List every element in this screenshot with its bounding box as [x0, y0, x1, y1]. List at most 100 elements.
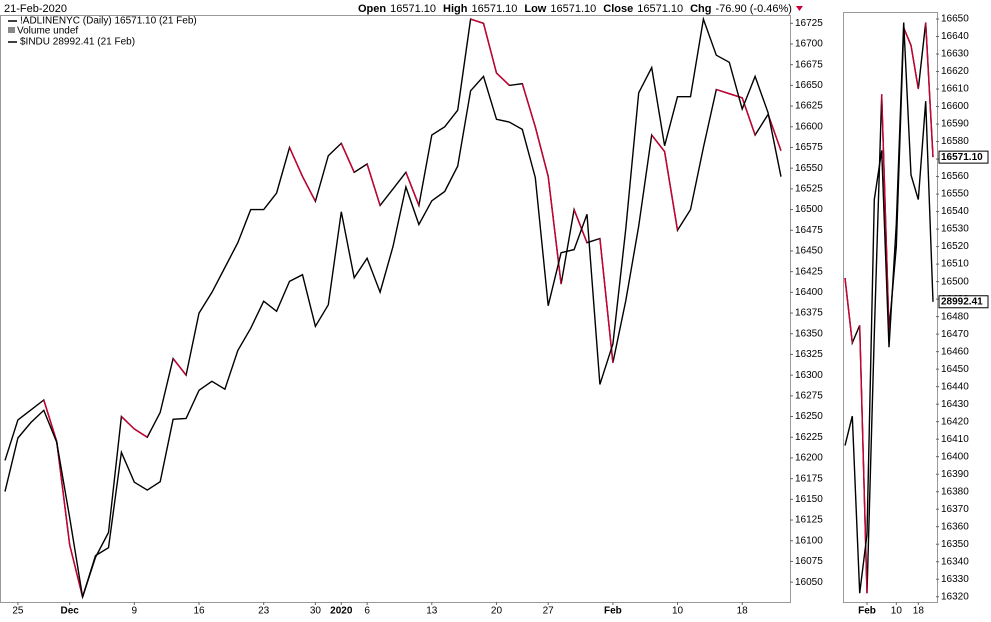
y-tick-label: 16640 — [941, 31, 969, 42]
y-tick-label: 16200 — [795, 453, 823, 464]
x-tick-label: 20 — [491, 606, 503, 617]
y-tick-label: 16580 — [941, 136, 969, 147]
y-tick-label: 16520 — [941, 241, 969, 252]
down-segment — [340, 143, 355, 173]
y-tick-label: 16430 — [941, 399, 969, 410]
x-tick-label: 30 — [310, 606, 322, 617]
y-tick-label: 16675 — [795, 59, 823, 70]
down-segment — [844, 278, 854, 343]
y-tick-label: 16350 — [795, 328, 823, 339]
quote-value: -76.90 (-0.46%) — [716, 3, 792, 15]
quote-label: Chg — [690, 3, 711, 15]
down-segment — [405, 172, 420, 206]
y-tick-label: 16400 — [941, 451, 969, 462]
x-tick-label: Dec — [60, 606, 79, 617]
last-value-label: 16571.10 — [941, 152, 983, 163]
y-tick-label: 16590 — [941, 119, 969, 130]
y-tick-label: 16320 — [941, 591, 969, 602]
y-tick-label: 16050 — [795, 577, 823, 588]
legend-swatch — [8, 27, 15, 33]
down-arrow — [795, 6, 803, 11]
legend-entry: $INDU 28992.41 (21 Feb) — [20, 37, 135, 48]
y-tick-label: 16410 — [941, 434, 969, 445]
x-tick-label: Feb — [604, 606, 622, 617]
x-tick-label: 16 — [193, 606, 205, 617]
down-segment — [903, 27, 912, 46]
x-tick-label: 13 — [426, 606, 438, 617]
y-tick-label: 16330 — [941, 574, 969, 585]
y-tick-label: 16460 — [941, 346, 969, 357]
x-tick-label: 27 — [543, 606, 555, 617]
y-tick-label: 16550 — [941, 189, 969, 200]
y-tick-label: 16370 — [941, 504, 969, 515]
date-label: 21-Feb-2020 — [4, 3, 67, 15]
legend-entry: !ADLINENYC (Daily) 16571.10 (21 Feb) — [20, 16, 197, 27]
down-segment — [172, 358, 187, 376]
y-tick-label: 16625 — [795, 101, 823, 112]
series-line — [844, 22, 934, 594]
y-tick-label: 16550 — [795, 163, 823, 174]
y-tick-label: 16425 — [795, 266, 823, 277]
y-tick-label: 16375 — [795, 308, 823, 319]
quote-label: High — [443, 3, 468, 15]
series-line — [4, 18, 782, 600]
y-tick-label: 16700 — [795, 39, 823, 50]
down-segment — [495, 72, 510, 86]
y-tick-label: 16575 — [795, 142, 823, 153]
y-tick-label: 16390 — [941, 469, 969, 480]
quote-label: Low — [524, 3, 546, 15]
x-tick-label: 9 — [132, 606, 138, 617]
quote-value: 16571.10 — [550, 3, 596, 15]
y-tick-label: 16620 — [941, 66, 969, 77]
x-tick-label: Feb — [858, 606, 876, 617]
down-segment — [858, 325, 868, 594]
down-segment — [288, 147, 304, 177]
y-tick-label: 16420 — [941, 416, 969, 427]
y-tick-label: 16440 — [941, 381, 969, 392]
y-tick-label: 16125 — [795, 515, 823, 526]
x-tick-label: 18 — [913, 606, 925, 617]
x-tick-label: 23 — [258, 606, 270, 617]
main-panel — [0, 15, 791, 603]
last-value-tag — [938, 295, 989, 309]
down-segment — [924, 22, 934, 158]
y-tick-label: 16540 — [941, 206, 969, 217]
x-tick-label: 2020 — [330, 606, 353, 617]
down-segment — [133, 428, 148, 438]
down-segment — [910, 45, 920, 90]
down-segment — [68, 544, 84, 598]
last-value-label: 28992.41 — [941, 296, 983, 307]
y-tick-label: 16650 — [795, 80, 823, 91]
y-tick-label: 16400 — [795, 287, 823, 298]
quote-label: Open — [358, 3, 386, 15]
down-segment — [534, 126, 549, 177]
down-segment — [43, 399, 58, 442]
series-line — [4, 16, 782, 598]
y-tick-label: 16525 — [795, 184, 823, 195]
y-tick-label: 16250 — [795, 411, 823, 422]
y-tick-label: 16450 — [795, 246, 823, 257]
down-segment — [599, 238, 614, 363]
series-line — [844, 22, 934, 594]
legend-note: Volume undef — [17, 26, 78, 37]
y-tick-label: 16600 — [795, 121, 823, 132]
y-tick-label: 16500 — [941, 276, 969, 287]
y-tick-label: 16610 — [941, 84, 969, 95]
y-tick-label: 16510 — [941, 259, 969, 270]
y-tick-label: 16275 — [795, 390, 823, 401]
down-segment — [482, 23, 498, 74]
y-tick-label: 16500 — [795, 204, 823, 215]
quote-value: 16571.10 — [471, 3, 517, 15]
x-tick-label: 10 — [672, 606, 684, 617]
y-tick-label: 16600 — [941, 101, 969, 112]
y-tick-label: 16630 — [941, 49, 969, 60]
x-tick-label: 18 — [737, 606, 749, 617]
x-tick-label: 25 — [12, 606, 24, 617]
y-tick-label: 16480 — [941, 311, 969, 322]
y-tick-label: 16530 — [941, 224, 969, 235]
y-tick-label: 16075 — [795, 556, 823, 567]
last-value-tag — [938, 150, 989, 164]
y-tick-label: 16100 — [795, 535, 823, 546]
down-segment — [651, 134, 666, 153]
